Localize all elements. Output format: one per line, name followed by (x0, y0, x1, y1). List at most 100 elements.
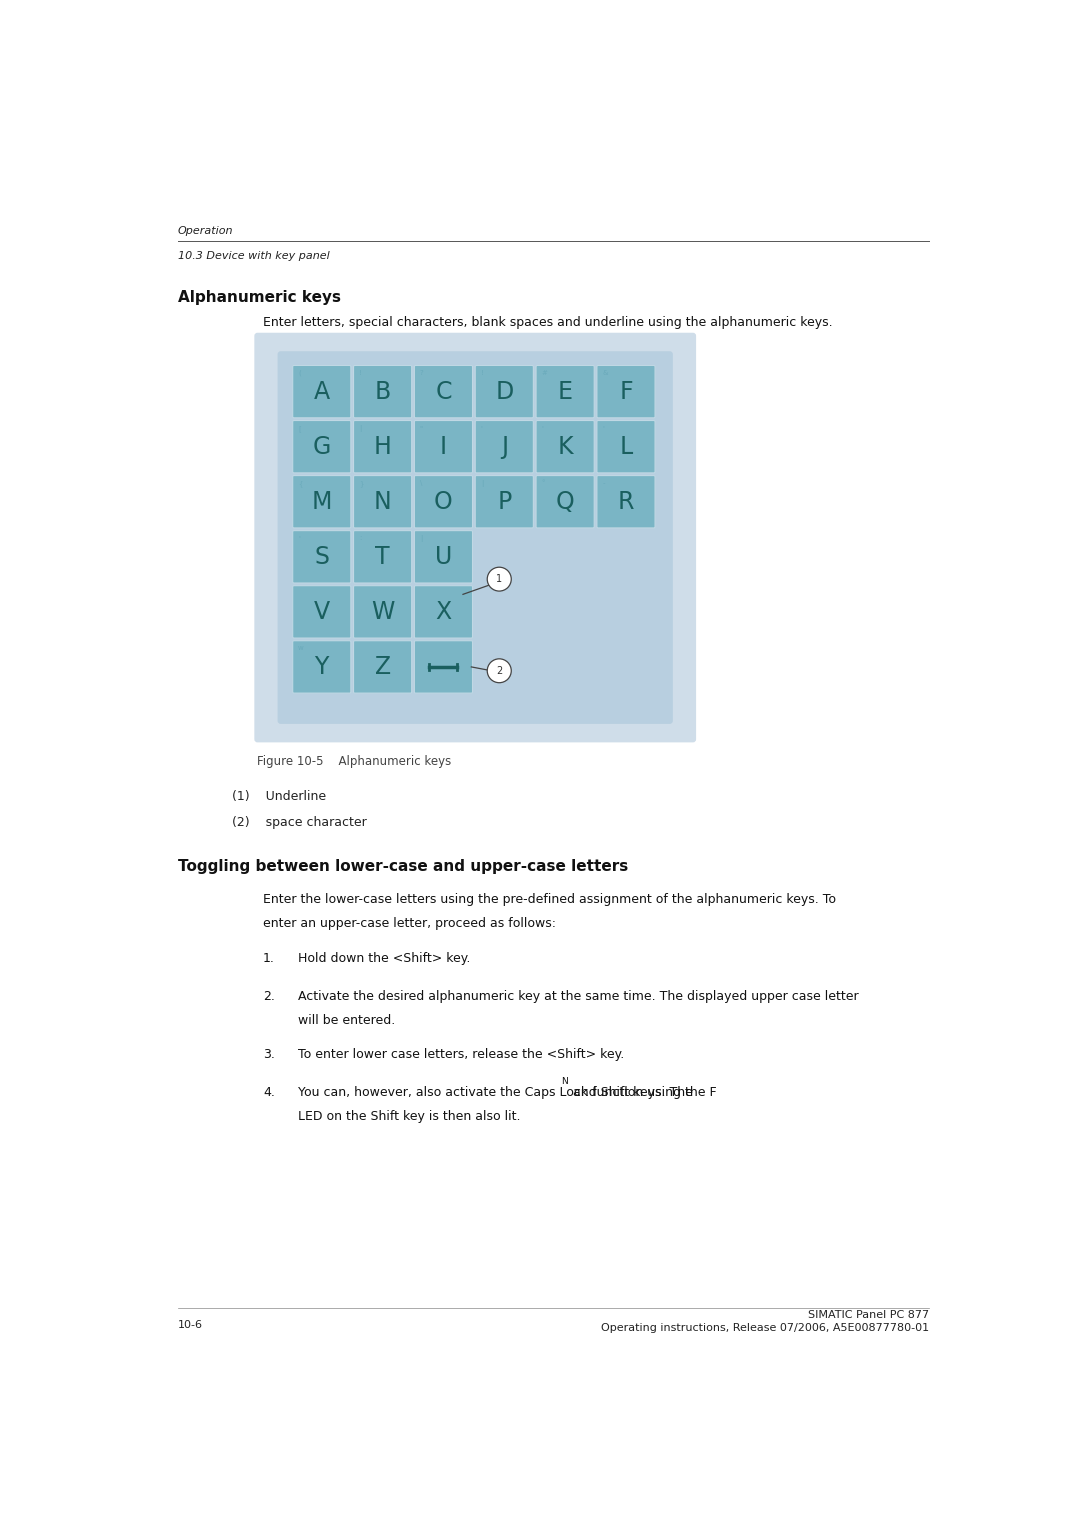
Text: Y: Y (314, 656, 329, 678)
Text: 1: 1 (496, 575, 502, 584)
Text: (1)    Underline: (1) Underline (232, 790, 326, 804)
Text: Alphanumeric keys: Alphanumeric keys (177, 290, 340, 304)
FancyBboxPatch shape (536, 420, 594, 472)
Text: }: } (359, 480, 364, 486)
Text: 2.: 2. (262, 990, 274, 1002)
Text: F: F (619, 379, 633, 403)
Text: :: : (359, 535, 362, 541)
Text: P: P (497, 490, 512, 513)
Text: (2)    space character: (2) space character (232, 816, 366, 830)
FancyBboxPatch shape (293, 420, 351, 472)
Text: 10.3 Device with key panel: 10.3 Device with key panel (177, 251, 329, 261)
Text: ": " (420, 425, 423, 431)
Text: N: N (562, 1077, 568, 1086)
Text: Operation: Operation (177, 226, 233, 235)
Text: A: A (313, 379, 329, 403)
FancyBboxPatch shape (475, 420, 534, 472)
Text: 3.: 3. (262, 1048, 274, 1060)
Text: C: C (435, 379, 451, 403)
FancyBboxPatch shape (353, 365, 411, 417)
Text: ': ' (541, 425, 543, 431)
FancyBboxPatch shape (353, 640, 411, 694)
FancyBboxPatch shape (353, 475, 411, 529)
FancyBboxPatch shape (415, 530, 473, 584)
Text: S: S (314, 545, 329, 568)
Text: 10-6: 10-6 (177, 1320, 203, 1329)
FancyBboxPatch shape (536, 365, 594, 417)
Text: |: | (359, 425, 362, 432)
Text: O: O (434, 490, 453, 513)
Text: ': ' (481, 425, 483, 431)
Text: and Shift keys. The: and Shift keys. The (568, 1086, 692, 1099)
Text: |: | (420, 535, 422, 542)
Text: {: { (298, 480, 302, 486)
Text: \: \ (420, 480, 422, 486)
Circle shape (487, 659, 511, 683)
Text: ': ' (298, 535, 300, 541)
FancyBboxPatch shape (536, 475, 594, 529)
Text: U: U (435, 545, 453, 568)
FancyBboxPatch shape (475, 365, 534, 417)
Text: G: G (312, 434, 330, 458)
Text: L: L (619, 434, 633, 458)
Text: enter an upper-case letter, proceed as follows:: enter an upper-case letter, proceed as f… (262, 917, 556, 931)
Text: w: w (298, 645, 303, 651)
Text: D: D (495, 379, 513, 403)
Text: Hold down the <Shift> key.: Hold down the <Shift> key. (298, 952, 470, 964)
FancyBboxPatch shape (353, 585, 411, 639)
Text: LED on the Shift key is then also lit.: LED on the Shift key is then also lit. (298, 1109, 521, 1123)
FancyBboxPatch shape (415, 585, 473, 639)
Text: |: | (481, 480, 483, 487)
FancyBboxPatch shape (415, 475, 473, 529)
Text: 4.: 4. (262, 1086, 274, 1099)
Text: Enter the lower-case letters using the pre-defined assignment of the alphanumeri: Enter the lower-case letters using the p… (262, 894, 836, 906)
Text: 1.: 1. (262, 952, 274, 964)
Text: T: T (376, 545, 390, 568)
Text: (: ( (298, 370, 301, 376)
Text: &: & (603, 370, 608, 376)
Text: Activate the desired alphanumeric key at the same time. The displayed upper case: Activate the desired alphanumeric key at… (298, 990, 859, 1002)
FancyBboxPatch shape (293, 640, 351, 694)
FancyBboxPatch shape (415, 640, 473, 694)
Text: B: B (375, 379, 391, 403)
FancyBboxPatch shape (353, 420, 411, 472)
FancyBboxPatch shape (415, 365, 473, 417)
FancyBboxPatch shape (597, 420, 656, 472)
Text: !: ! (481, 370, 484, 376)
Text: Enter letters, special characters, blank spaces and underline using the alphanum: Enter letters, special characters, blank… (262, 316, 833, 329)
Text: ': ' (603, 425, 604, 431)
Text: M: M (312, 490, 332, 513)
Text: Z: Z (375, 656, 391, 678)
Text: Toggling between lower-case and upper-case letters: Toggling between lower-case and upper-ca… (177, 859, 627, 874)
FancyBboxPatch shape (597, 475, 656, 529)
Text: SIMATIC Panel PC 877: SIMATIC Panel PC 877 (808, 1309, 930, 1320)
Text: [: [ (298, 425, 301, 431)
Text: K: K (557, 434, 572, 458)
Text: °: ° (541, 480, 545, 486)
Text: To enter lower case letters, release the <Shift> key.: To enter lower case letters, release the… (298, 1048, 624, 1060)
Text: ?: ? (420, 370, 423, 376)
Text: W: W (370, 601, 394, 623)
Circle shape (487, 567, 511, 591)
Text: 2: 2 (496, 666, 502, 675)
Text: J: J (501, 434, 508, 458)
FancyBboxPatch shape (353, 530, 411, 584)
Text: X: X (435, 601, 451, 623)
FancyBboxPatch shape (278, 351, 673, 724)
Text: You can, however, also activate the Caps Lock function using the F: You can, however, also activate the Caps… (298, 1086, 716, 1099)
FancyBboxPatch shape (293, 475, 351, 529)
Text: V: V (313, 601, 329, 623)
Text: -: - (603, 480, 605, 486)
FancyBboxPatch shape (597, 365, 656, 417)
Text: Q: Q (556, 490, 575, 513)
Text: H: H (374, 434, 392, 458)
FancyBboxPatch shape (255, 333, 697, 743)
FancyBboxPatch shape (415, 420, 473, 472)
Text: #: # (541, 370, 548, 376)
Text: R: R (618, 490, 634, 513)
Text: E: E (557, 379, 572, 403)
Text: Operating instructions, Release 07/2006, A5E00877780-01: Operating instructions, Release 07/2006,… (602, 1323, 930, 1332)
Text: I: I (440, 434, 447, 458)
FancyBboxPatch shape (293, 585, 351, 639)
Text: Figure 10-5    Alphanumeric keys: Figure 10-5 Alphanumeric keys (257, 755, 451, 767)
